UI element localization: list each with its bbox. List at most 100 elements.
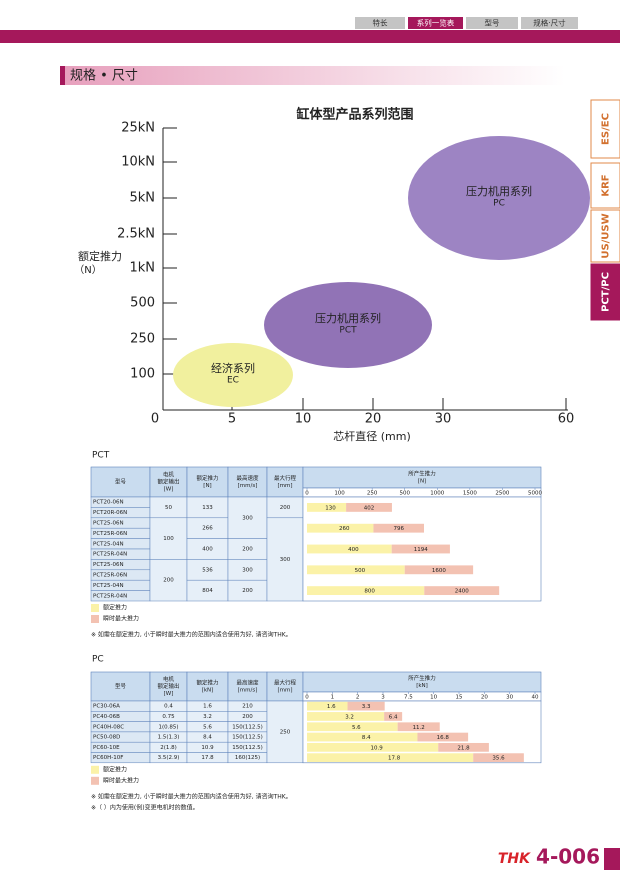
value-text: 0.4: [164, 704, 173, 710]
page-number: 4-006: [536, 845, 600, 869]
rated-bar: [307, 502, 347, 512]
rated-label: 1.6: [327, 704, 336, 710]
value-text: 200: [163, 578, 174, 584]
nav-tab-label: 特长: [373, 18, 388, 28]
side-tab-label: US/USW: [601, 213, 612, 258]
y-axis-unit: （N）: [74, 264, 101, 276]
value-text: 804: [202, 588, 213, 594]
model-name: PC40-06B: [93, 714, 120, 720]
table-title: PC: [92, 655, 104, 665]
side-tab[interactable]: [590, 209, 620, 263]
header-label: [mm]: [277, 688, 292, 694]
peak-bar: [373, 523, 424, 533]
chart-title: 缸体型产品系列范围: [295, 107, 413, 123]
nav-tab[interactable]: [408, 17, 463, 29]
model-name: PCT25R-06N: [93, 531, 127, 537]
header-label: 最大行程: [274, 679, 297, 687]
header-cell: [266, 671, 304, 702]
model-name: PC60-10E: [93, 745, 120, 751]
rated-label: 260: [339, 526, 350, 532]
value-text: 100: [163, 536, 174, 542]
value-text: 300: [280, 557, 291, 563]
value-text: 400: [202, 547, 213, 553]
rated-bar: [307, 742, 439, 752]
series-name: 经济系列: [211, 361, 255, 375]
peak-bar: [424, 586, 500, 596]
legend-label: 额定推力: [103, 765, 127, 773]
y-tick-label: 5kN: [129, 191, 155, 206]
y-tick-label: 10kN: [121, 155, 155, 170]
x-tick-label: 60: [558, 412, 575, 427]
scale-label: 20: [481, 695, 488, 701]
peak-label: 3.3: [362, 704, 371, 710]
side-tab[interactable]: [590, 162, 620, 209]
rated-bar: [307, 753, 474, 763]
header-cell: [266, 466, 304, 498]
rated-label: 5.6: [352, 725, 361, 731]
scale-label: 1000: [430, 491, 444, 497]
header-label: [N]: [418, 479, 426, 485]
legend-label: 瞬时最大推力: [103, 615, 139, 623]
nav-tab-label: 型号: [485, 19, 500, 28]
side-tab[interactable]: [590, 99, 620, 159]
value-text: 0.75: [162, 714, 175, 720]
value-text: 300: [242, 515, 253, 521]
nav-tab-label: 系列一览表: [417, 18, 455, 28]
header-label: 最大行程: [274, 474, 297, 482]
rated-label: 3.2: [345, 714, 354, 720]
peak-label: 6.4: [389, 714, 398, 720]
peak-bar: [397, 722, 440, 732]
header-label: 额定推力: [196, 679, 218, 687]
model-name: PCT25R-04N: [93, 552, 127, 558]
peak-label: 2400: [455, 589, 469, 595]
header-label: 额定输出: [157, 478, 179, 486]
x-tick-label: 10: [295, 412, 312, 427]
series-region: [173, 343, 293, 407]
nav-tab[interactable]: [466, 17, 518, 29]
header-label: 电机: [163, 471, 175, 479]
header-label: [kN]: [416, 683, 428, 689]
y-axis-label: 额定推力: [78, 249, 122, 263]
value-text: 3.2: [203, 714, 212, 720]
series-code: EC: [227, 376, 239, 386]
section-band: [65, 66, 565, 85]
scale-label: 100: [334, 491, 345, 497]
scale-label: 3: [381, 695, 385, 701]
value-cell: [149, 559, 188, 602]
rated-bar: [307, 544, 392, 554]
value-text: 266: [202, 526, 213, 532]
scale-label: 7.5: [404, 695, 413, 701]
series-region: [408, 136, 590, 260]
rated-bar: [307, 712, 385, 721]
side-tab-label: KRF: [601, 174, 612, 196]
y-tick-label: 2.5kN: [117, 227, 155, 242]
model-name: PCT25-04N: [93, 541, 124, 547]
header-label: 额定输出: [157, 682, 179, 690]
peak-label: 16.8: [437, 735, 450, 741]
model-name: PCT25-06N: [93, 562, 124, 568]
value-text: 1(0.85): [158, 724, 178, 730]
rated-bar: [307, 701, 348, 711]
legend-label: 额定推力: [103, 604, 127, 612]
peak-bar: [384, 712, 403, 721]
header-label: [W]: [164, 691, 174, 697]
value-text: 200: [280, 505, 291, 511]
nav-tab[interactable]: [521, 17, 578, 29]
peak-label: 1600: [432, 568, 446, 574]
header-cell: [90, 671, 151, 702]
series-code: PCT: [339, 326, 357, 336]
y-tick-label: 25kN: [121, 121, 155, 136]
y-tick-label: 250: [130, 332, 155, 347]
note: ※（ ）内为使用(例)变更电机时的数值。: [91, 803, 199, 811]
value-text: 200: [242, 547, 253, 553]
header-label: [mm/s]: [238, 483, 258, 489]
side-tab[interactable]: [590, 263, 620, 321]
peak-bar: [438, 742, 489, 752]
nav-tab[interactable]: [355, 17, 405, 29]
scale-label: 5000: [528, 491, 542, 497]
scale-label: 30: [506, 695, 513, 701]
rated-bar: [307, 732, 418, 742]
rated-label: 400: [348, 547, 359, 553]
value-text: 2(1.8): [160, 745, 177, 751]
